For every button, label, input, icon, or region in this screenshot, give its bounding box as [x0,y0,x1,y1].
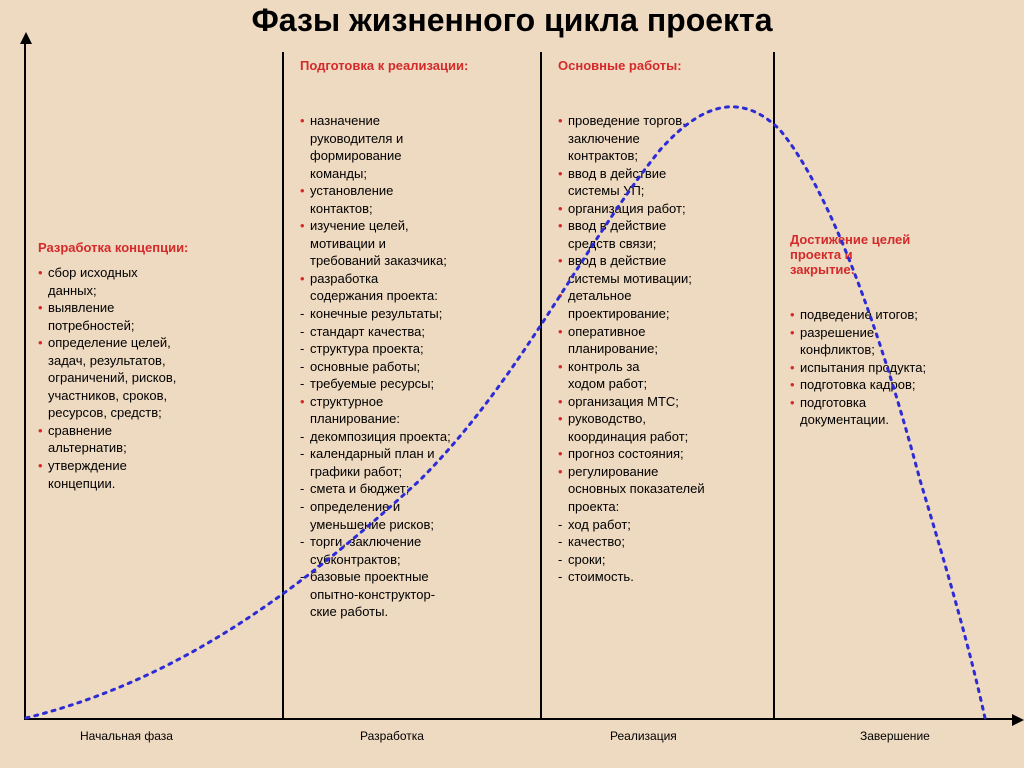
x-axis-label: Разработка [360,729,424,743]
phase-item: мотивации и [300,235,530,253]
phase-item: разработка [300,270,530,288]
x-axis-arrow [1012,714,1024,726]
phase-item: графики работ; [300,463,530,481]
phase-item: планирование; [558,340,768,358]
phase-item: команды; [300,165,530,183]
phase-item: требований заказчика; [300,252,530,270]
phase-item: контрактов; [558,147,768,165]
phase-item: потребностей; [38,317,268,335]
phase-item: задач, результатов, [38,352,268,370]
phase-item: подготовка [790,394,1000,412]
phase-item: смета и бюджет; [300,480,530,498]
phase-item: системы мотивации; [558,270,768,288]
phase-item: документации. [790,411,1000,429]
phase-item: ход работ; [558,516,768,534]
phase-item: ходом работ; [558,375,768,393]
phase-item: изучение целей, [300,217,530,235]
x-axis-label: Реализация [610,729,677,743]
phase-item: системы УП; [558,182,768,200]
phase-item: координация работ; [558,428,768,446]
phase-body: назначениеруководителя иформированиекома… [300,112,530,621]
phase-item: качество; [558,533,768,551]
phase-item: опытно-конструктор- [300,586,530,604]
phase-item: назначение [300,112,530,130]
phase-item: альтернатив; [38,439,268,457]
phase-item: средств связи; [558,235,768,253]
phase-item: концепции. [38,475,268,493]
phase-item: оперативное [558,323,768,341]
phase-body: проведение торгов,заключениеконтрактов;в… [558,112,768,586]
phase-item: ограничений, рисков, [38,369,268,387]
phase-item: детальное [558,287,768,305]
phase-item: базовые проектные [300,568,530,586]
phase-item: конечные результаты; [300,305,530,323]
phase-item: ввод в действие [558,165,768,183]
phase-item: организация работ; [558,200,768,218]
phase-divider [282,52,284,720]
phase-item: контроль за [558,358,768,376]
phase-item: подготовка кадров; [790,376,1000,394]
x-axis-label: Завершение [860,729,930,743]
phase-item: календарный план и [300,445,530,463]
phase-item: испытания продукта; [790,359,1000,377]
diagram-canvas: Фазы жизненного цикла проекта Начальная … [0,0,1024,768]
phase-title: Достижение целей проекта и закрытие: [790,232,910,277]
phase-item: регулирование [558,463,768,481]
y-axis-arrow [20,32,32,44]
phase-item: проектирование; [558,305,768,323]
phase-item: уменьшение рисков; [300,516,530,534]
phase-item: декомпозиция проекта; [300,428,530,446]
phase-item: ввод в действие [558,252,768,270]
y-axis [24,42,26,720]
phase-item: определение и [300,498,530,516]
phase-item: ввод в действие [558,217,768,235]
phase-item: торги, заключение [300,533,530,551]
phase-item: требуемые ресурсы; [300,375,530,393]
phase-item: субконтрактов; [300,551,530,569]
phase-item: конфликтов; [790,341,1000,359]
phase-item: ресурсов, средств; [38,404,268,422]
phase-item: планирование: [300,410,530,428]
phase-item: участников, сроков, [38,387,268,405]
phase-item: руководителя и [300,130,530,148]
phase-item: контактов; [300,200,530,218]
phase-item: данных; [38,282,268,300]
phase-item: установление [300,182,530,200]
phase-item: утверждение [38,457,268,475]
phase-item: разрешение [790,324,1000,342]
phase-item: основных показателей [558,480,768,498]
page-title: Фазы жизненного цикла проекта [0,2,1024,39]
phase-item: содержания проекта: [300,287,530,305]
phase-item: стандарт качества; [300,323,530,341]
phase-item: стоимость. [558,568,768,586]
phase-divider [540,52,542,720]
phase-item: выявление [38,299,268,317]
phase-item: сроки; [558,551,768,569]
phase-item: ские работы. [300,603,530,621]
phase-item: структурное [300,393,530,411]
x-axis [24,718,1014,720]
phase-item: определение целей, [38,334,268,352]
phase-item: сбор исходных [38,264,268,282]
phase-item: руководство, [558,410,768,428]
phase-divider [773,52,775,720]
phase-title: Основные работы: [558,58,682,73]
phase-item: проведение торгов, [558,112,768,130]
phase-item: подведение итогов; [790,306,1000,324]
phase-item: прогноз состояния; [558,445,768,463]
phase-body: сбор исходныхданных;выявлениепотребносте… [38,264,268,492]
phase-body: подведение итогов;разрешениеконфликтов;и… [790,306,1000,429]
phase-title: Подготовка к реализации: [300,58,468,73]
phase-item: структура проекта; [300,340,530,358]
phase-item: сравнение [38,422,268,440]
phase-item: проекта: [558,498,768,516]
phase-title: Разработка концепции: [38,240,188,255]
phase-item: формирование [300,147,530,165]
phase-item: организация МТС; [558,393,768,411]
phase-item: основные работы; [300,358,530,376]
phase-item: заключение [558,130,768,148]
x-axis-label: Начальная фаза [80,729,173,743]
